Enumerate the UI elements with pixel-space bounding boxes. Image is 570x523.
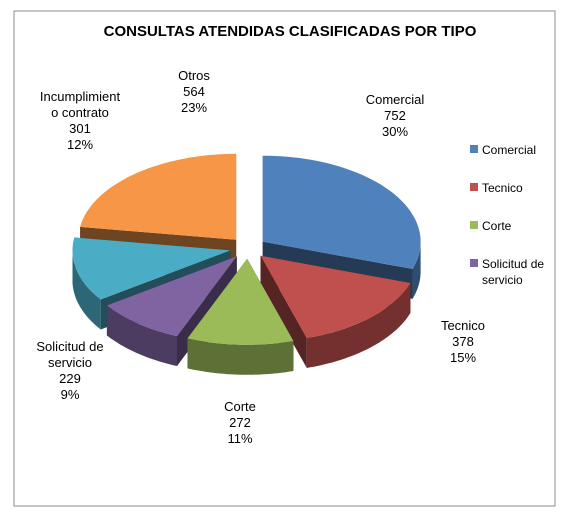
- data-label-name: Comercial: [366, 92, 425, 107]
- slice-wall: [106, 305, 177, 366]
- data-label-name: Solicitud de servicio: [36, 339, 103, 370]
- data-label-value: 301: [69, 121, 91, 136]
- slice-wall: [187, 338, 294, 375]
- data-label-value: 272: [229, 415, 251, 430]
- slice: [106, 256, 237, 336]
- slice: [80, 153, 237, 240]
- slice: [72, 237, 231, 300]
- data-label-name: Incumplimient o contrato: [40, 89, 121, 120]
- legend-label: Comercial: [482, 143, 536, 157]
- data-label-name: Tecnico: [441, 318, 485, 333]
- slice-wall: [72, 250, 101, 330]
- data-label-percent: 30%: [382, 124, 408, 139]
- legend-label: Corte: [482, 219, 512, 233]
- data-label-name: Corte: [224, 399, 256, 414]
- slice: [260, 255, 411, 338]
- data-label-value: 564: [183, 84, 205, 99]
- legend-swatch: [470, 259, 478, 267]
- chart-title: CONSULTAS ATENDIDAS CLASIFICADAS POR TIP…: [104, 23, 477, 40]
- data-label-value: 378: [452, 334, 474, 349]
- slice-wall: [412, 241, 421, 299]
- slice: [187, 258, 294, 345]
- slice-side: [260, 255, 307, 368]
- slice-wall: [306, 283, 411, 368]
- legend-swatch: [470, 221, 478, 229]
- slice: [262, 155, 421, 269]
- data-label-percent: 23%: [181, 100, 207, 115]
- legend-swatch: [470, 145, 478, 153]
- data-label-percent: 11%: [227, 431, 252, 446]
- data-label-percent: 15%: [450, 350, 476, 365]
- data-label-percent: 12%: [67, 137, 93, 152]
- legend-label: Tecnico: [482, 181, 523, 195]
- data-label-percent: 9%: [61, 387, 80, 402]
- data-label-name: Otros: [178, 68, 210, 83]
- data-label-value: 752: [384, 108, 406, 123]
- legend-swatch: [470, 183, 478, 191]
- legend-label: Solicitud de servicio: [482, 257, 544, 287]
- data-label-value: 229: [59, 371, 81, 386]
